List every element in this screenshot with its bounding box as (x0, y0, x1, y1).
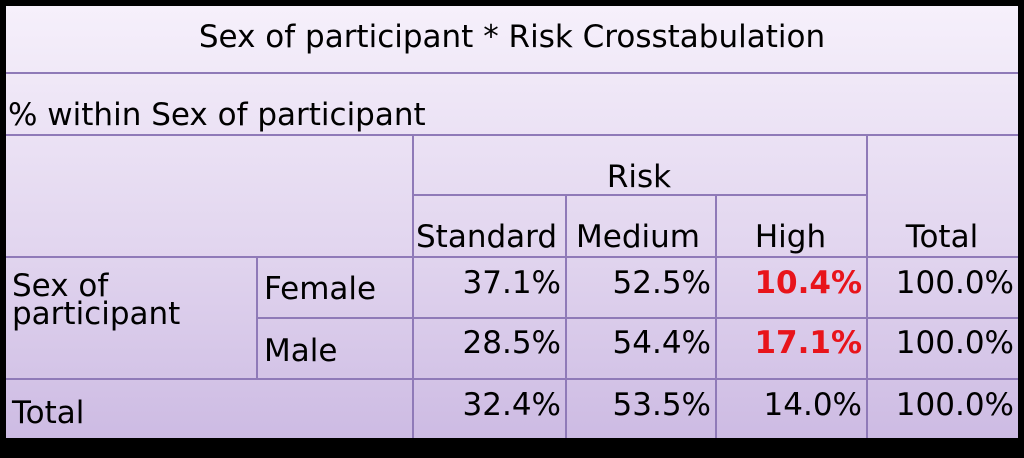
table-cell-highlight: 17.1% (754, 325, 862, 361)
table-title: Sex of participant * Risk Crosstabulatio… (198, 19, 826, 55)
table-subtitle: % within Sex of participant (8, 97, 426, 133)
table-cell: 100.0% (895, 387, 1014, 423)
table-cell: 100.0% (895, 325, 1014, 361)
column-header-standard: Standard (416, 219, 558, 255)
table-cell: 32.4% (462, 387, 561, 423)
column-header-total: Total (905, 219, 979, 255)
divider (6, 134, 1018, 136)
table-cell: 53.5% (612, 387, 711, 423)
row-label-female: Female (264, 271, 377, 307)
column-header-high: High (754, 219, 827, 255)
divider (412, 194, 866, 196)
row-label-male: Male (264, 333, 338, 369)
divider (256, 256, 258, 378)
table-cell: 28.5% (462, 325, 561, 361)
row-group-label: Sex of participant (12, 268, 181, 332)
divider (866, 134, 868, 438)
row-group-label-line: participant (12, 296, 181, 332)
divider (412, 134, 414, 438)
divider (565, 194, 567, 438)
risk-header: Risk (606, 159, 672, 195)
table-cell: 52.5% (612, 265, 711, 301)
row-group-label-line: Sex of (12, 268, 109, 304)
crosstab-table: Sex of participant * Risk Crosstabulatio… (6, 6, 1018, 438)
table-cell-highlight: 10.4% (754, 265, 862, 301)
divider (715, 194, 717, 438)
table-cell: 37.1% (462, 265, 561, 301)
column-header-medium: Medium (576, 219, 700, 255)
table-cell: 54.4% (612, 325, 711, 361)
divider (6, 72, 1018, 74)
divider (6, 256, 1018, 258)
divider (256, 317, 1018, 319)
table-cell: 14.0% (763, 387, 862, 423)
divider (6, 378, 1018, 380)
row-label-total: Total (12, 395, 85, 431)
table-cell: 100.0% (895, 265, 1014, 301)
